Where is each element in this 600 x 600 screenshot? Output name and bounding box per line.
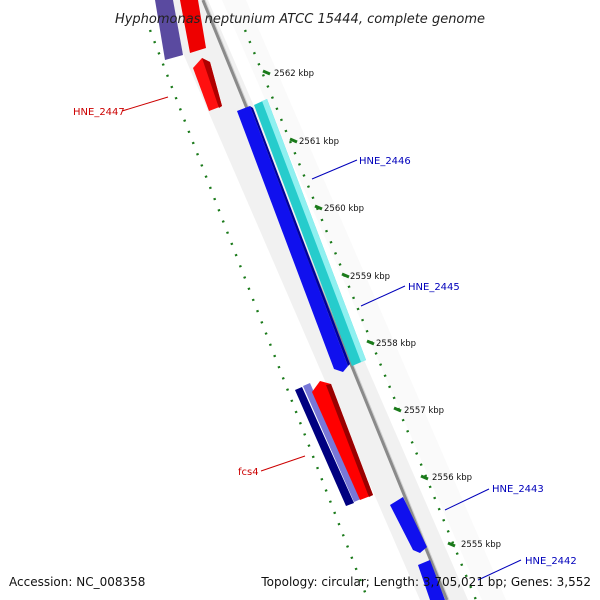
map-title: Hyphomonas neptunium ATCC 15444, complet… [115, 12, 485, 27]
gene-label-hne2442[interactable]: HNE_2442 [525, 556, 577, 567]
scale-tick-marks [262, 69, 456, 548]
gene-label-hne2446[interactable]: HNE_2446 [359, 156, 411, 167]
gene-label-hne2443[interactable]: HNE_2443 [492, 484, 544, 495]
scale-labels: 2562 kbp 2561 kbp 2560 kbp 2559 kbp 2558… [274, 69, 501, 550]
gene-label-fcs4[interactable]: fcs4 [238, 467, 259, 478]
scale-label: 2557 kbp [404, 406, 444, 416]
gene-feature-navy [295, 387, 354, 506]
gene-feature-hne2443 [390, 497, 427, 553]
scale-label: 2561 kbp [299, 137, 339, 147]
gene-label-hne2445[interactable]: HNE_2445 [408, 282, 460, 293]
scale-label: 2559 kbp [350, 272, 390, 282]
gene-feature-hne2447 [193, 58, 222, 111]
gene-feature-fcs4 [312, 381, 373, 500]
scale-label: 2555 kbp [461, 540, 501, 550]
scale-label: 2556 kbp [432, 473, 472, 483]
gene-labels: HNE_2447 HNE_2446 HNE_2445 fcs4 HNE_2443… [73, 107, 577, 567]
gene-label-hne2447[interactable]: HNE_2447 [73, 107, 125, 118]
gene-features [155, 0, 445, 600]
gene-feature-lavender-top [155, 0, 183, 60]
gene-feature-hne2446 [237, 106, 348, 372]
gene-feature-lavender [303, 383, 361, 502]
gene-feature-hne2442 [418, 560, 445, 600]
scale-label: 2560 kbp [324, 204, 364, 214]
accession-text: Accession: NC_008358 [9, 575, 145, 589]
scale-label: 2562 kbp [274, 69, 314, 79]
genome-backbone-highlight [204, 0, 450, 600]
gene-feature-red-top [180, 0, 206, 53]
genome-stats-text: Topology: circular; Length: 3,705,021 bp… [260, 575, 591, 589]
scale-label: 2558 kbp [376, 339, 416, 349]
label-leaders [121, 96, 522, 581]
